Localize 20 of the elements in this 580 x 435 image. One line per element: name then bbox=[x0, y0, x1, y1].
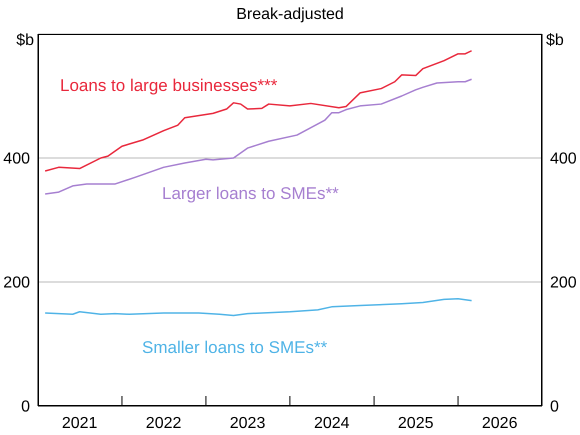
y2-tick-label: 400 bbox=[550, 150, 577, 168]
x-tick-label: 2024 bbox=[314, 415, 350, 432]
y-tick-label: 200 bbox=[3, 274, 30, 292]
x-tick-label: 2022 bbox=[146, 415, 182, 432]
y-tick-label: 400 bbox=[3, 150, 30, 168]
x-tick-label: 2025 bbox=[398, 415, 434, 432]
y2-tick-label: 200 bbox=[550, 274, 577, 292]
x-tick-label: 2023 bbox=[230, 415, 266, 432]
line-series bbox=[44, 298, 472, 316]
x-tick-label: 2026 bbox=[482, 415, 518, 432]
y-tick-label: 0 bbox=[21, 398, 30, 416]
x-tick-label: 2021 bbox=[62, 415, 98, 432]
y2-axis-title: $b bbox=[546, 32, 564, 50]
series-label: Smaller loans to SMEs** bbox=[142, 338, 328, 358]
series-label: Loans to large businesses*** bbox=[60, 76, 278, 96]
y-axis-title: $b bbox=[15, 32, 34, 50]
chart-subtitle: Break-adjusted bbox=[235, 6, 345, 24]
series-label: Larger loans to SMEs** bbox=[162, 184, 339, 204]
y2-tick-label: 0 bbox=[550, 398, 559, 416]
line-series bbox=[44, 50, 472, 172]
